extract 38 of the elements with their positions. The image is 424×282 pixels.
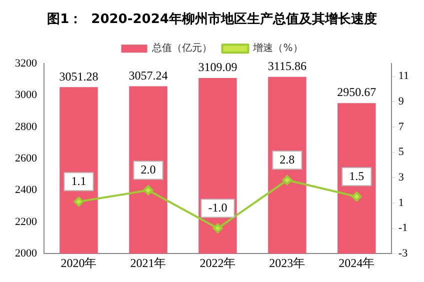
x-tick-label: 2022年 xyxy=(200,256,236,270)
point xyxy=(282,175,292,186)
y2-tick-label: 5 xyxy=(398,146,404,158)
data-label: -1.0 xyxy=(208,200,228,214)
chart-title: 图1： 2020-2024年柳州市地区生产总值及其增长速度 xyxy=(47,11,377,28)
data-label: 3109.09 xyxy=(198,60,238,74)
y2-tick-label: 9 xyxy=(398,95,404,108)
y2-tick-label: -3 xyxy=(398,247,408,260)
x-tick-label: 2021年 xyxy=(130,256,166,270)
y2-tick-label: 11 xyxy=(398,70,409,82)
data-label: 3115.86 xyxy=(268,59,306,74)
x-tick-label: 2023年 xyxy=(269,256,306,270)
data-label: 3057.24 xyxy=(128,68,168,82)
y-tick-label: 2400 xyxy=(15,184,38,196)
y2-tick-label: 3 xyxy=(398,171,404,184)
data-label: 1.1 xyxy=(71,174,86,188)
legend-label: 增速（%） xyxy=(252,42,303,54)
y-tick-label: 3000 xyxy=(15,89,38,102)
point xyxy=(352,192,362,202)
y2-tick-label: 1 xyxy=(398,196,404,209)
y-tick-label: 3200 xyxy=(15,57,38,70)
x-tick-label: 2024年 xyxy=(338,256,375,270)
point xyxy=(143,185,154,196)
data-label: 2.8 xyxy=(280,152,295,166)
y-tick-label: 2000 xyxy=(15,247,38,260)
data-label: 1.5 xyxy=(349,168,364,183)
y2-tick-label: 7 xyxy=(398,120,404,133)
y-tick-label: 2200 xyxy=(15,216,38,228)
y2-tick-label: -1 xyxy=(398,222,408,234)
data-label: 3051.28 xyxy=(59,69,98,84)
legend-label: 总值（亿元） xyxy=(151,42,212,54)
data-label: 2950.67 xyxy=(337,85,376,100)
point xyxy=(74,196,84,207)
x-tick-label: 2020年 xyxy=(60,256,97,270)
point xyxy=(212,223,223,234)
data-label: 2.0 xyxy=(140,162,156,176)
y-tick-label: 2800 xyxy=(15,120,38,133)
y-tick-label: 2600 xyxy=(15,152,38,164)
